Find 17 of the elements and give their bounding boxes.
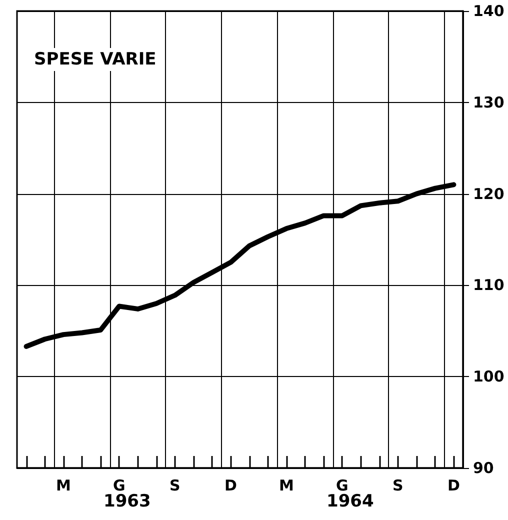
text: 1963 <box>104 492 151 512</box>
y-tick-label: 130 <box>473 93 504 112</box>
text: 1964 <box>326 492 374 512</box>
y-tick-label: 90 <box>473 459 494 477</box>
y-tick-label: 100 <box>473 368 504 386</box>
x-tick-label: G <box>113 476 126 494</box>
y-tick-label: 120 <box>473 184 504 203</box>
x-tick-label: M <box>56 476 71 494</box>
y-tick-label: 140 <box>473 2 504 20</box>
y-tick-label: 110 <box>473 276 504 294</box>
x-tick-label: S <box>170 476 180 494</box>
x-tick-label: M <box>278 476 294 494</box>
x-tick-label: D <box>447 476 460 494</box>
x-tick-label: G <box>336 476 348 494</box>
text: SPESE VARIE <box>34 50 156 70</box>
x-tick-label: D <box>224 476 237 494</box>
x-tick-label: S <box>392 476 404 494</box>
